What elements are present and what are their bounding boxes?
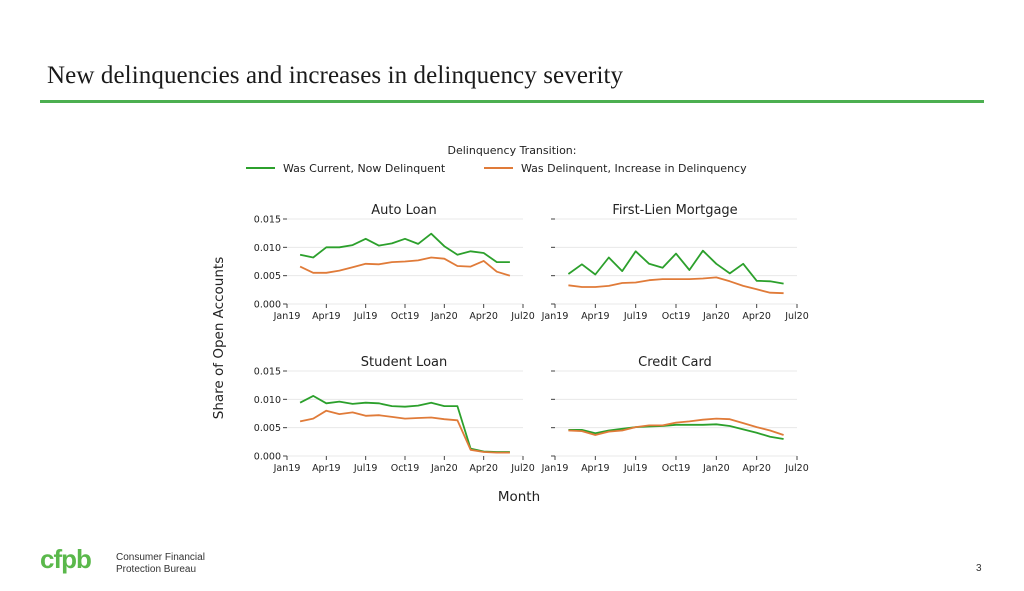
series-line-delinquent — [299, 256, 511, 277]
x-tick-label: Apr20 — [469, 463, 498, 474]
y-tick-label: 0.005 — [254, 423, 281, 434]
x-tick-label: Apr20 — [742, 463, 771, 474]
x-axis-label: Month — [498, 489, 540, 505]
series-line-current — [567, 249, 784, 285]
x-tick-label: Jan20 — [430, 463, 458, 474]
cfpb-logo-mark: cfpb — [40, 546, 92, 574]
logo-line-1: Consumer Financial — [116, 552, 205, 563]
y-tick-label: 0.010 — [254, 243, 281, 254]
legend-label-current: Was Current, Now Delinquent — [283, 162, 446, 175]
x-tick-label: Jul20 — [784, 311, 809, 322]
x-tick-label: Jul19 — [623, 463, 648, 474]
series-line-current — [299, 394, 510, 453]
x-tick-label: Jan19 — [273, 311, 301, 322]
x-tick-label: Jul20 — [784, 463, 809, 474]
chart-legend: Delinquency Transition: Was Current, Now… — [246, 144, 747, 175]
y-tick-label: 0.000 — [254, 300, 281, 311]
y-tick-label: 0.015 — [254, 215, 281, 226]
series-line-delinquent — [299, 409, 510, 454]
x-tick-label: Apr19 — [312, 311, 341, 322]
x-tick-label: Oct19 — [391, 463, 420, 474]
y-tick-label: 0.005 — [254, 271, 281, 282]
panel-title: Student Loan — [361, 355, 447, 370]
panel-student-loan: Student Loan 0.000 0.005 0.010 0.015 Jan19 Apr… — [254, 355, 535, 474]
y-axis-label: Share of Open Accounts — [211, 257, 227, 419]
legend-title: Delinquency Transition: — [448, 144, 577, 157]
x-tick-label: Jan19 — [273, 463, 301, 474]
series-line-delinquent — [568, 417, 784, 436]
x-tick-label: Apr19 — [312, 463, 341, 474]
panel-title: Credit Card — [638, 355, 712, 370]
x-tick-label: Jul19 — [353, 463, 378, 474]
x-tick-label: Oct19 — [391, 311, 420, 322]
x-tick-label: Jan20 — [702, 311, 730, 322]
panel-first-lien-mortgage: First-Lien Mortgage Jan19 Apr19 Jul19 Oct19 J… — [541, 203, 809, 322]
cfpb-logo: cfpb Consumer Financial Protection Burea… — [40, 546, 205, 582]
panel-auto-loan: Auto Loan 0.000 0.005 0.010 0.015 Jan19 Apr19 J… — [254, 203, 535, 322]
x-tick-label: Jul20 — [510, 463, 535, 474]
series-line-current — [299, 232, 510, 264]
x-tick-label: Jan19 — [541, 311, 569, 322]
page-number: 3 — [976, 563, 982, 574]
logo-mark-text: cfpb — [40, 546, 91, 574]
x-tick-label: Jul20 — [510, 311, 535, 322]
y-tick-label: 0.000 — [254, 452, 281, 463]
x-tick-label: Jul19 — [623, 311, 648, 322]
x-tick-label: Jan20 — [702, 463, 730, 474]
panel-title: First-Lien Mortgage — [612, 203, 737, 218]
y-tick-label: 0.010 — [254, 395, 281, 406]
x-tick-label: Jul19 — [353, 311, 378, 322]
chart-panels: Auto Loan 0.000 0.005 0.010 0.015 Jan19 Apr19 J… — [254, 203, 809, 474]
legend-label-delinquent: Was Delinquent, Increase in Delinquency — [521, 162, 747, 175]
x-tick-label: Apr19 — [581, 311, 610, 322]
x-tick-label: Apr19 — [581, 463, 610, 474]
series-line-delinquent — [568, 276, 784, 295]
slide-title: New delinquencies and increases in delin… — [47, 62, 624, 89]
x-tick-label: Oct19 — [662, 463, 691, 474]
x-tick-label: Oct19 — [662, 311, 691, 322]
panel-title: Auto Loan — [371, 203, 437, 218]
x-tick-label: Jan20 — [430, 311, 458, 322]
x-tick-label: Apr20 — [469, 311, 498, 322]
y-tick-label: 0.015 — [254, 367, 281, 378]
title-divider — [40, 100, 984, 103]
logo-line-2: Protection Bureau — [116, 564, 197, 575]
x-tick-label: Apr20 — [742, 311, 771, 322]
x-tick-label: Jan19 — [541, 463, 569, 474]
panel-credit-card: Credit Card Jan19 Apr19 Jul19 Oct19 Jan20 Apr2… — [541, 355, 809, 474]
series-line-current — [568, 423, 784, 440]
